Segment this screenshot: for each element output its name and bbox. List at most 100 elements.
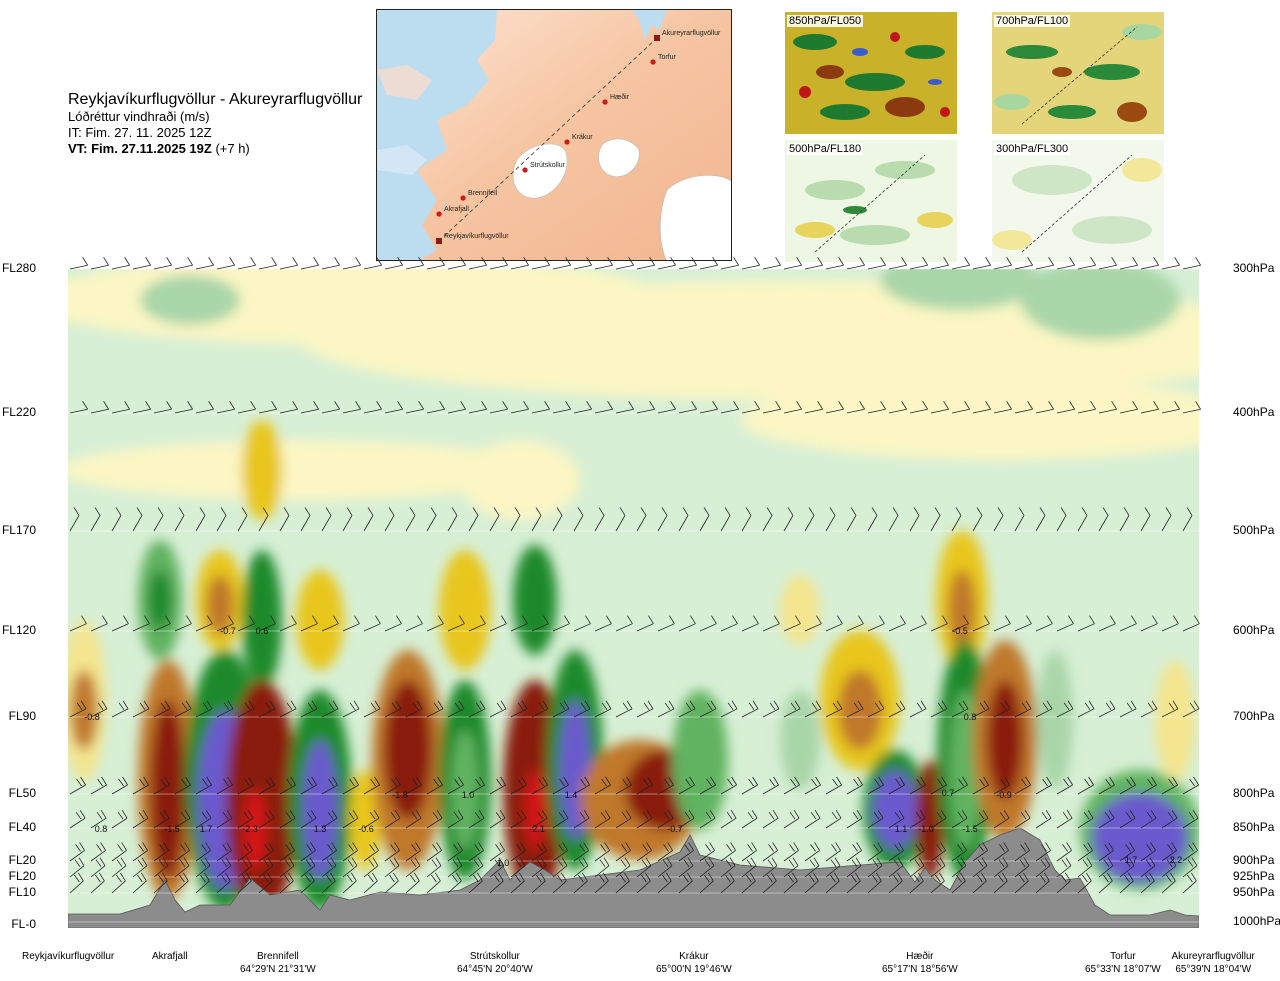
wind-barb: [1098, 401, 1117, 414]
wind-barb: [951, 809, 968, 829]
wind-barb: [174, 507, 185, 532]
wind-barb: [1119, 872, 1134, 894]
wind-barb: [111, 776, 128, 795]
wind-barb: [468, 615, 486, 632]
wind-barb: [846, 507, 857, 532]
thumb-850hpa[interactable]: 850hPa/FL050: [785, 12, 957, 134]
field-patch: [439, 550, 491, 670]
wind-barb: [426, 809, 443, 829]
wind-barb: [510, 401, 529, 414]
wind-barb: [216, 257, 235, 270]
wind-barb: [489, 615, 507, 632]
fl-tick-label: FL120: [1, 623, 36, 637]
wind-barb: [279, 401, 298, 414]
thumb-500hpa[interactable]: 500hPa/FL180: [785, 140, 957, 262]
wind-barb: [1014, 842, 1030, 862]
field-patch: [242, 420, 282, 520]
field-patch: [1092, 793, 1188, 883]
field-patch: [916, 760, 944, 880]
wind-barb: [1182, 257, 1201, 270]
wind-barb: [951, 257, 970, 270]
value-annotations: -0.8 -0.7 0.6 -0.5 0.8 0.8 -1.5 1.7 -2.3 1.3 -0.6 -…: [84, 626, 1182, 868]
thumb-300hpa[interactable]: 300hPa/FL300: [992, 140, 1164, 262]
wind-barb: [972, 872, 987, 894]
wind-barb: [1140, 809, 1157, 829]
wind-barb: [1056, 872, 1071, 894]
wind-barb: [300, 401, 319, 414]
location-name: Brennifell: [257, 951, 299, 962]
location-label: Torfur 65°33'N 18°07'W: [1085, 950, 1161, 976]
wind-barb: [531, 809, 548, 829]
wind-barb: [615, 615, 633, 632]
wind-barb: [342, 857, 358, 878]
wind-barb: [237, 257, 256, 270]
wind-barb: [258, 507, 269, 532]
wind-barb: [825, 809, 842, 829]
wind-barb: [1098, 507, 1109, 532]
wind-barb: [195, 700, 213, 718]
wind-barb: [132, 872, 147, 894]
wind-barb: [300, 857, 316, 878]
wind-barb: [1119, 700, 1137, 718]
wind-barb: [279, 872, 294, 894]
wind-barb: [993, 809, 1010, 829]
wind-barb: [867, 842, 883, 862]
wind-barb: [531, 857, 547, 878]
value-label: 1.3: [314, 824, 327, 834]
wind-barb: [279, 776, 296, 795]
wind-barb: [1014, 776, 1031, 795]
wind-barb: [678, 842, 694, 862]
wind-barb: [615, 700, 633, 718]
value-label: 0.6: [256, 626, 269, 636]
valid-time-label: VT: Fim. 27.11.2025 19Z: [68, 141, 212, 156]
wind-barb: [405, 809, 422, 829]
wind-barb: [930, 615, 948, 632]
wind-barb: [636, 700, 654, 718]
wind-barb: [951, 857, 967, 878]
wind-barb: [111, 700, 129, 718]
wind-barb: [447, 507, 458, 532]
wind-barb: [762, 809, 779, 829]
wind-barb: [426, 507, 437, 532]
wind-barb: [531, 401, 550, 414]
wind-barb: [363, 401, 382, 414]
route-map[interactable]: Akureyrarflugvöllur Torfur Hæðir Krákur Strú…: [376, 9, 732, 261]
wind-barb: [1182, 615, 1200, 632]
field-patch: [1037, 650, 1073, 790]
wind-barb: [237, 872, 252, 894]
wind-barb: [237, 857, 253, 878]
wind-barb: [741, 776, 758, 795]
wind-barb: [342, 872, 357, 894]
wind-barb: [720, 857, 736, 878]
wind-barb: [783, 700, 801, 718]
wind-barb: [951, 507, 962, 532]
wind-barb: [783, 776, 800, 795]
wind-barb: [111, 507, 122, 532]
wind-barb: [636, 872, 651, 894]
wind-barb: [363, 857, 379, 878]
wind-barb: [195, 615, 213, 632]
wind-barb: [405, 401, 424, 414]
wind-barb: [846, 700, 864, 718]
wind-barb: [510, 700, 528, 718]
wind-barb: [405, 776, 422, 795]
wind-barb: [930, 872, 945, 894]
wind-barb: [783, 507, 794, 532]
wind-barb: [1098, 776, 1115, 795]
wind-barb: [174, 857, 190, 878]
wind-barb: [237, 842, 253, 862]
wind-barb: [1161, 872, 1176, 894]
wind-barb: [1014, 857, 1030, 878]
wind-barb: [384, 700, 402, 718]
wind-barb: [174, 700, 192, 718]
location-name: Akureyrarflugvöllur: [1171, 951, 1255, 962]
wind-barb: [930, 776, 947, 795]
wind-barb: [489, 809, 506, 829]
wind-barb: [867, 401, 886, 414]
thumb-700hpa[interactable]: 700hPa/FL100: [992, 12, 1164, 134]
wind-barb: [1035, 700, 1053, 718]
wind-barb: [468, 842, 484, 862]
wind-barb: [489, 872, 504, 894]
hpa-tick-label: 600hPa: [1233, 623, 1275, 637]
wind-barb: [783, 809, 800, 829]
